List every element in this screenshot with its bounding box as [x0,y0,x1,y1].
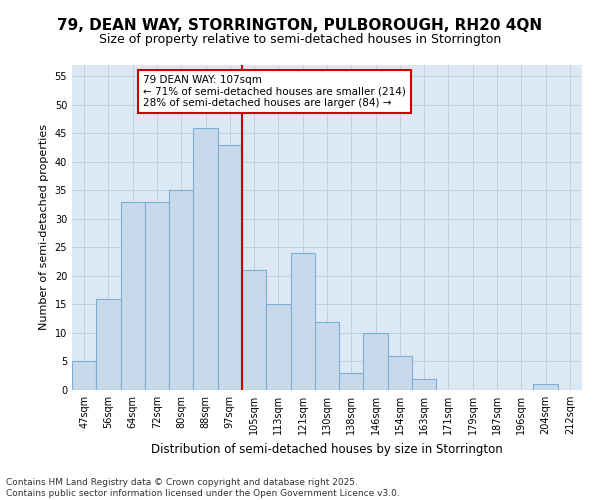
Bar [364,333,388,390]
Bar [169,190,193,390]
Bar [145,202,169,390]
Bar [388,356,412,390]
Bar [242,270,266,390]
Text: Size of property relative to semi-detached houses in Storrington: Size of property relative to semi-detach… [99,32,501,46]
Bar [412,378,436,390]
Bar [533,384,558,390]
Bar [193,128,218,390]
Y-axis label: Number of semi-detached properties: Number of semi-detached properties [39,124,49,330]
X-axis label: Distribution of semi-detached houses by size in Storrington: Distribution of semi-detached houses by … [151,442,503,456]
Bar [290,253,315,390]
Bar [96,299,121,390]
Bar [218,145,242,390]
Bar [315,322,339,390]
Text: 79, DEAN WAY, STORRINGTON, PULBOROUGH, RH20 4QN: 79, DEAN WAY, STORRINGTON, PULBOROUGH, R… [58,18,542,32]
Text: Contains HM Land Registry data © Crown copyright and database right 2025.
Contai: Contains HM Land Registry data © Crown c… [6,478,400,498]
Bar [121,202,145,390]
Bar [339,373,364,390]
Text: 79 DEAN WAY: 107sqm
← 71% of semi-detached houses are smaller (214)
28% of semi-: 79 DEAN WAY: 107sqm ← 71% of semi-detach… [143,74,406,108]
Bar [72,362,96,390]
Bar [266,304,290,390]
